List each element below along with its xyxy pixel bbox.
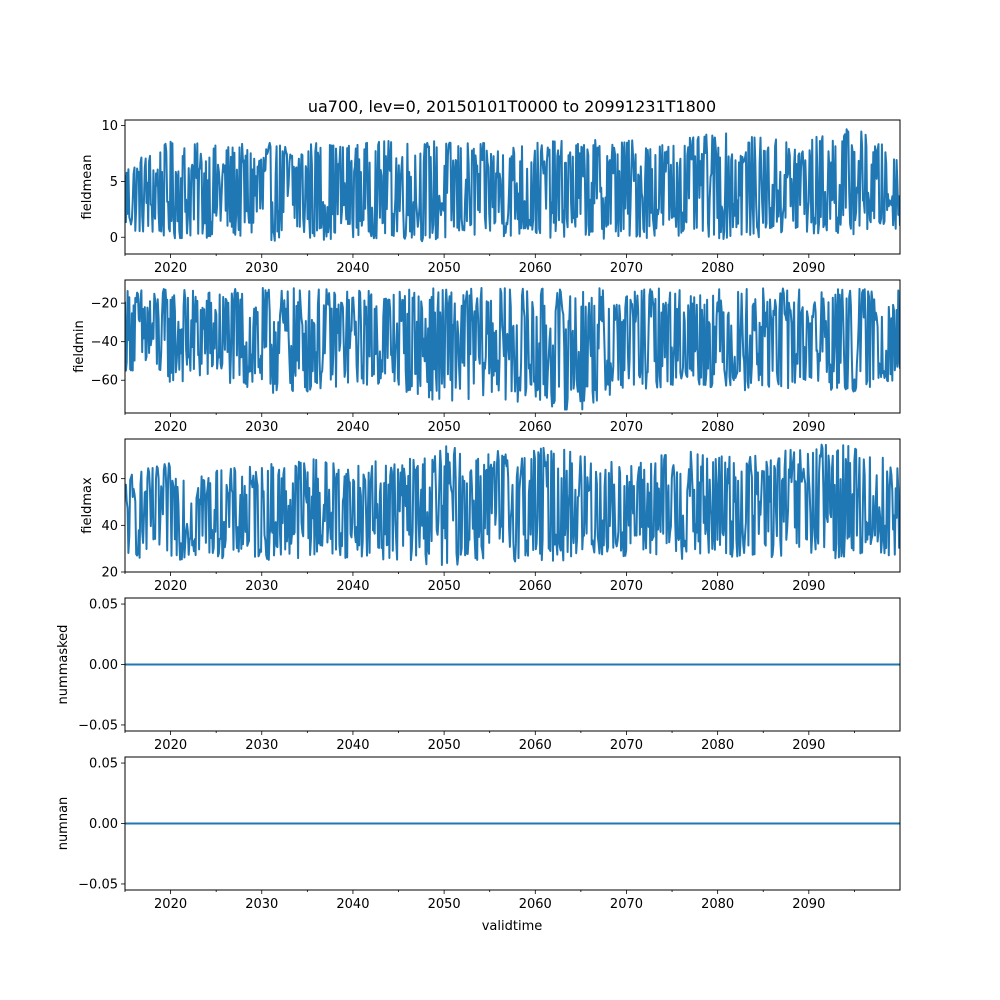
subplots: 2020 2030 2040 2050 2060 2070 2080 20900510fiel… (56, 119, 901, 912)
panel-fieldmax: 2020 2030 2040 2050 2060 2070 2080 2090204060fi… (80, 438, 901, 594)
y-tick-label: 20 (101, 566, 118, 581)
y-tick-label: −0.05 (78, 718, 118, 733)
series-group (125, 128, 900, 243)
y-tick-label: −40 (91, 335, 118, 350)
series-line-fieldmax (125, 443, 900, 566)
x-tick-label: 2050 (428, 738, 461, 753)
x-tick-label: 2060 (519, 420, 552, 435)
x-tick-label: 2070 (610, 897, 643, 912)
y-axis-label: numnan (56, 797, 71, 851)
axes-frame (124, 438, 901, 573)
x-tick-label: 2090 (792, 420, 825, 435)
x-tick-label: 2060 (519, 897, 552, 912)
y-tick-label: 0.00 (89, 658, 118, 673)
x-tick-label: 2040 (336, 738, 369, 753)
x-tick-label: 2030 (245, 579, 278, 594)
x-tick-label: 2080 (701, 261, 734, 276)
x-tick-label: 2070 (610, 261, 643, 276)
x-tick-label: 2080 (701, 420, 734, 435)
x-tick-label: 2070 (610, 738, 643, 753)
y-tick-label: −60 (91, 374, 118, 389)
x-axis-label: validtime (482, 919, 543, 934)
x-tick-label: 2030 (245, 897, 278, 912)
x-tick-label: 2040 (336, 897, 369, 912)
axes-frame (124, 279, 901, 414)
y-tick-label: 0.05 (89, 598, 118, 613)
series-group (125, 443, 900, 566)
x-tick-label: 2060 (519, 579, 552, 594)
x-tick-label: 2050 (428, 261, 461, 276)
x-tick-label: 2040 (336, 420, 369, 435)
x-tick-label: 2090 (792, 579, 825, 594)
y-tick-label: −0.05 (78, 877, 118, 892)
series-group (125, 287, 900, 411)
y-tick-label: −20 (91, 297, 118, 312)
axes-frame (124, 119, 901, 255)
x-tick-label: 2070 (610, 420, 643, 435)
x-tick-label: 2050 (428, 420, 461, 435)
x-tick-label: 2030 (245, 738, 278, 753)
x-tick-label: 2080 (701, 897, 734, 912)
x-tick-label: 2080 (701, 579, 734, 594)
series-line-fieldmin (125, 287, 900, 411)
y-tick-label: 5 (110, 175, 118, 190)
x-tick-label: 2080 (701, 738, 734, 753)
x-tick-label: 2030 (245, 420, 278, 435)
panel-numnan: 2020 2030 2040 2050 2060 2070 2080 2090 −0.05 0.0… (56, 756, 901, 912)
x-tick-label: 2060 (519, 261, 552, 276)
x-tick-label: 2020 (154, 738, 187, 753)
y-tick-label: 0.00 (89, 817, 118, 832)
y-tick-label: 0 (110, 231, 118, 246)
x-tick-label: 2070 (610, 579, 643, 594)
y-tick-label: 60 (101, 472, 118, 487)
x-tick-label: 2090 (792, 897, 825, 912)
y-tick-label: 10 (101, 119, 118, 134)
x-tick-label: 2040 (336, 261, 369, 276)
x-tick-label: 2050 (428, 579, 461, 594)
x-tick-label: 2030 (245, 261, 278, 276)
x-tick-label: 2020 (154, 420, 187, 435)
y-tick-label: 40 (101, 519, 118, 534)
y-axis-label: fieldmin (72, 320, 87, 373)
x-tick-label: 2060 (519, 738, 552, 753)
x-tick-label: 2020 (154, 579, 187, 594)
panel-fieldmean: 2020 2030 2040 2050 2060 2070 2080 2090 0 5 10 fiel… (80, 119, 901, 276)
figure-title: ua700, lev=0, 20150101T0000 to 20991231T… (308, 97, 716, 116)
x-tick-label: 2020 (154, 261, 187, 276)
series-line-fieldmean (125, 128, 900, 243)
y-axis-label: nummasked (56, 625, 71, 705)
x-tick-label: 2090 (792, 261, 825, 276)
y-axis-label: fieldmean (80, 155, 95, 220)
x-tick-label: 2040 (336, 579, 369, 594)
x-tick-label: 2090 (792, 738, 825, 753)
x-tick-label: 2020 (154, 897, 187, 912)
y-tick-label: 0.05 (89, 757, 118, 772)
panel-fieldmin: 2020 2030 2040 2050 2060 2070 2080 2090 −60 −40 −2… (72, 279, 901, 435)
y-axis-label: fieldmax (80, 477, 95, 534)
x-tick-label: 2050 (428, 897, 461, 912)
panel-nummasked: 2020 2030 2040 2050 2060 2070 2080 2090 −0.05 0.0… (56, 597, 901, 753)
